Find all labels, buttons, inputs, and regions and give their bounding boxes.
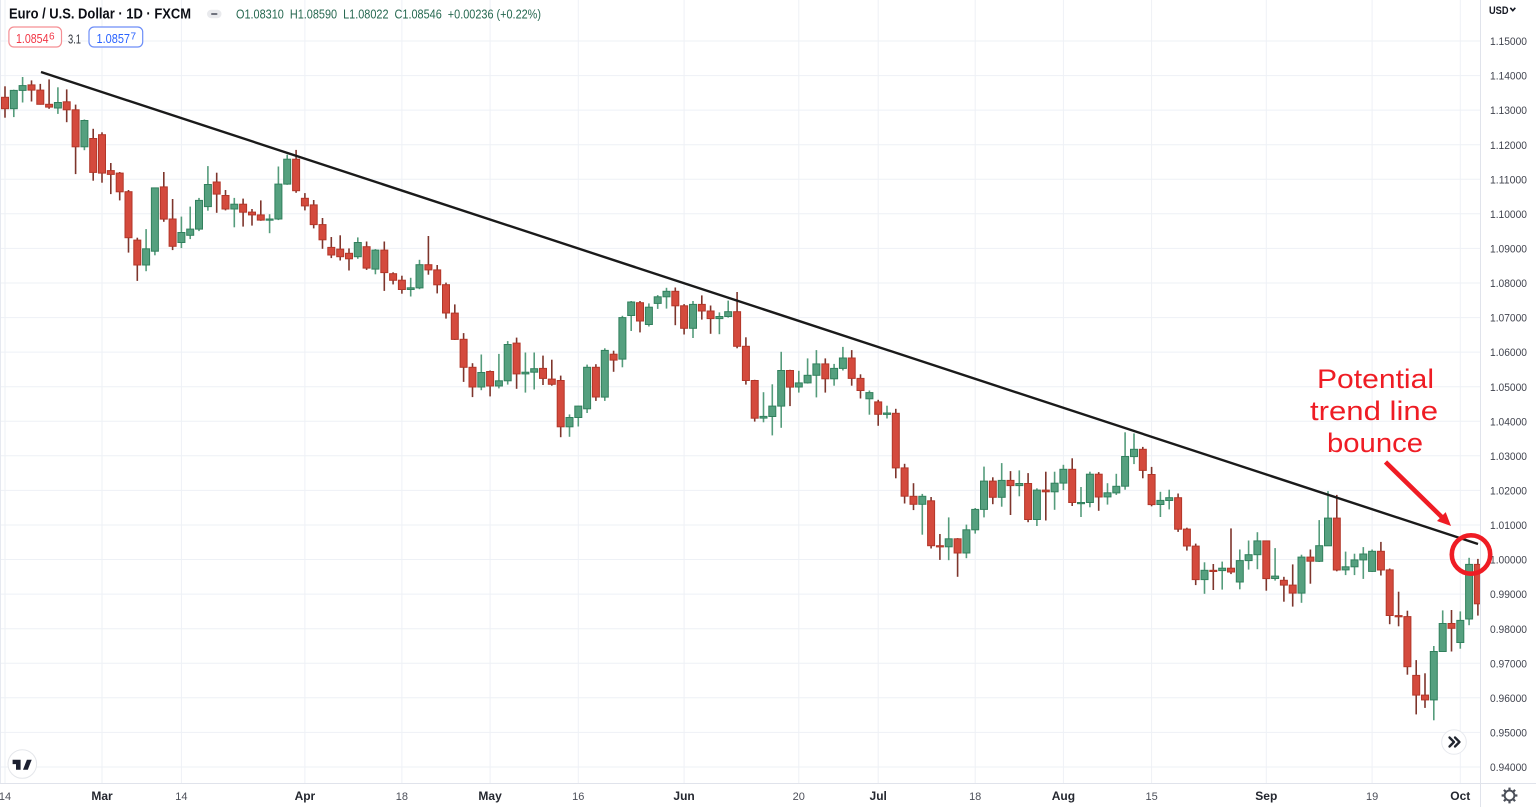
svg-text:6: 6 (49, 32, 55, 43)
svg-text:0.94000: 0.94000 (1490, 762, 1527, 774)
svg-text:USD: USD (1489, 5, 1509, 17)
svg-text:20: 20 (793, 791, 805, 803)
svg-text:15: 15 (1145, 791, 1157, 803)
svg-text:1.15000: 1.15000 (1490, 36, 1527, 48)
svg-text:Potential: Potential (1317, 364, 1434, 394)
svg-text:3.1: 3.1 (68, 33, 81, 47)
svg-text:16: 16 (572, 791, 584, 803)
svg-text:18: 18 (969, 791, 981, 803)
svg-text:May: May (478, 789, 502, 803)
svg-text:14: 14 (0, 791, 11, 803)
svg-text:1.07000: 1.07000 (1490, 313, 1527, 325)
svg-text:Oct: Oct (1450, 789, 1470, 803)
svg-text:1.03000: 1.03000 (1490, 451, 1527, 463)
svg-text:7: 7 (131, 32, 137, 43)
svg-text:0.95000: 0.95000 (1490, 728, 1527, 740)
svg-text:O1.08310 H1.08590 L1.08022: O1.08310 H1.08590 L1.08022 C1.08546 +0.0… (236, 7, 541, 22)
svg-text:trend line: trend line (1310, 396, 1438, 426)
svg-text:Jul: Jul (870, 789, 887, 803)
svg-text:1.02000: 1.02000 (1490, 486, 1527, 498)
svg-text:Mar: Mar (91, 789, 113, 803)
svg-text:1.05000: 1.05000 (1490, 382, 1527, 394)
svg-text:1.12000: 1.12000 (1490, 140, 1527, 152)
svg-text:1.11000: 1.11000 (1490, 174, 1527, 186)
svg-text:bounce: bounce (1327, 428, 1423, 458)
svg-text:1.13000: 1.13000 (1490, 105, 1527, 117)
svg-text:1.06000: 1.06000 (1490, 347, 1527, 359)
svg-text:1.0854: 1.0854 (16, 31, 49, 46)
svg-text:1.10000: 1.10000 (1490, 209, 1527, 221)
svg-text:1.14000: 1.14000 (1490, 71, 1527, 83)
svg-text:0.98000: 0.98000 (1490, 624, 1527, 636)
svg-text:1.08000: 1.08000 (1490, 278, 1527, 290)
svg-text:Sep: Sep (1255, 789, 1277, 803)
svg-text:18: 18 (396, 791, 408, 803)
svg-text:1.09000: 1.09000 (1490, 244, 1527, 256)
svg-text:0.99000: 0.99000 (1490, 589, 1527, 601)
svg-text:1.0857: 1.0857 (97, 31, 131, 46)
svg-text:1.00000: 1.00000 (1490, 555, 1527, 567)
svg-text:1.04000: 1.04000 (1490, 416, 1527, 428)
svg-text:14: 14 (175, 791, 187, 803)
svg-text:19: 19 (1366, 791, 1378, 803)
svg-text:0.96000: 0.96000 (1490, 693, 1527, 705)
svg-text:Jun: Jun (673, 789, 694, 803)
svg-text:Euro / U.S. Dollar · 1D · FXCM: Euro / U.S. Dollar · 1D · FXCM (9, 7, 191, 23)
svg-text:Apr: Apr (295, 789, 316, 803)
svg-text:Aug: Aug (1052, 789, 1075, 803)
svg-text:0.97000: 0.97000 (1490, 658, 1527, 670)
svg-text:1.01000: 1.01000 (1490, 520, 1527, 532)
